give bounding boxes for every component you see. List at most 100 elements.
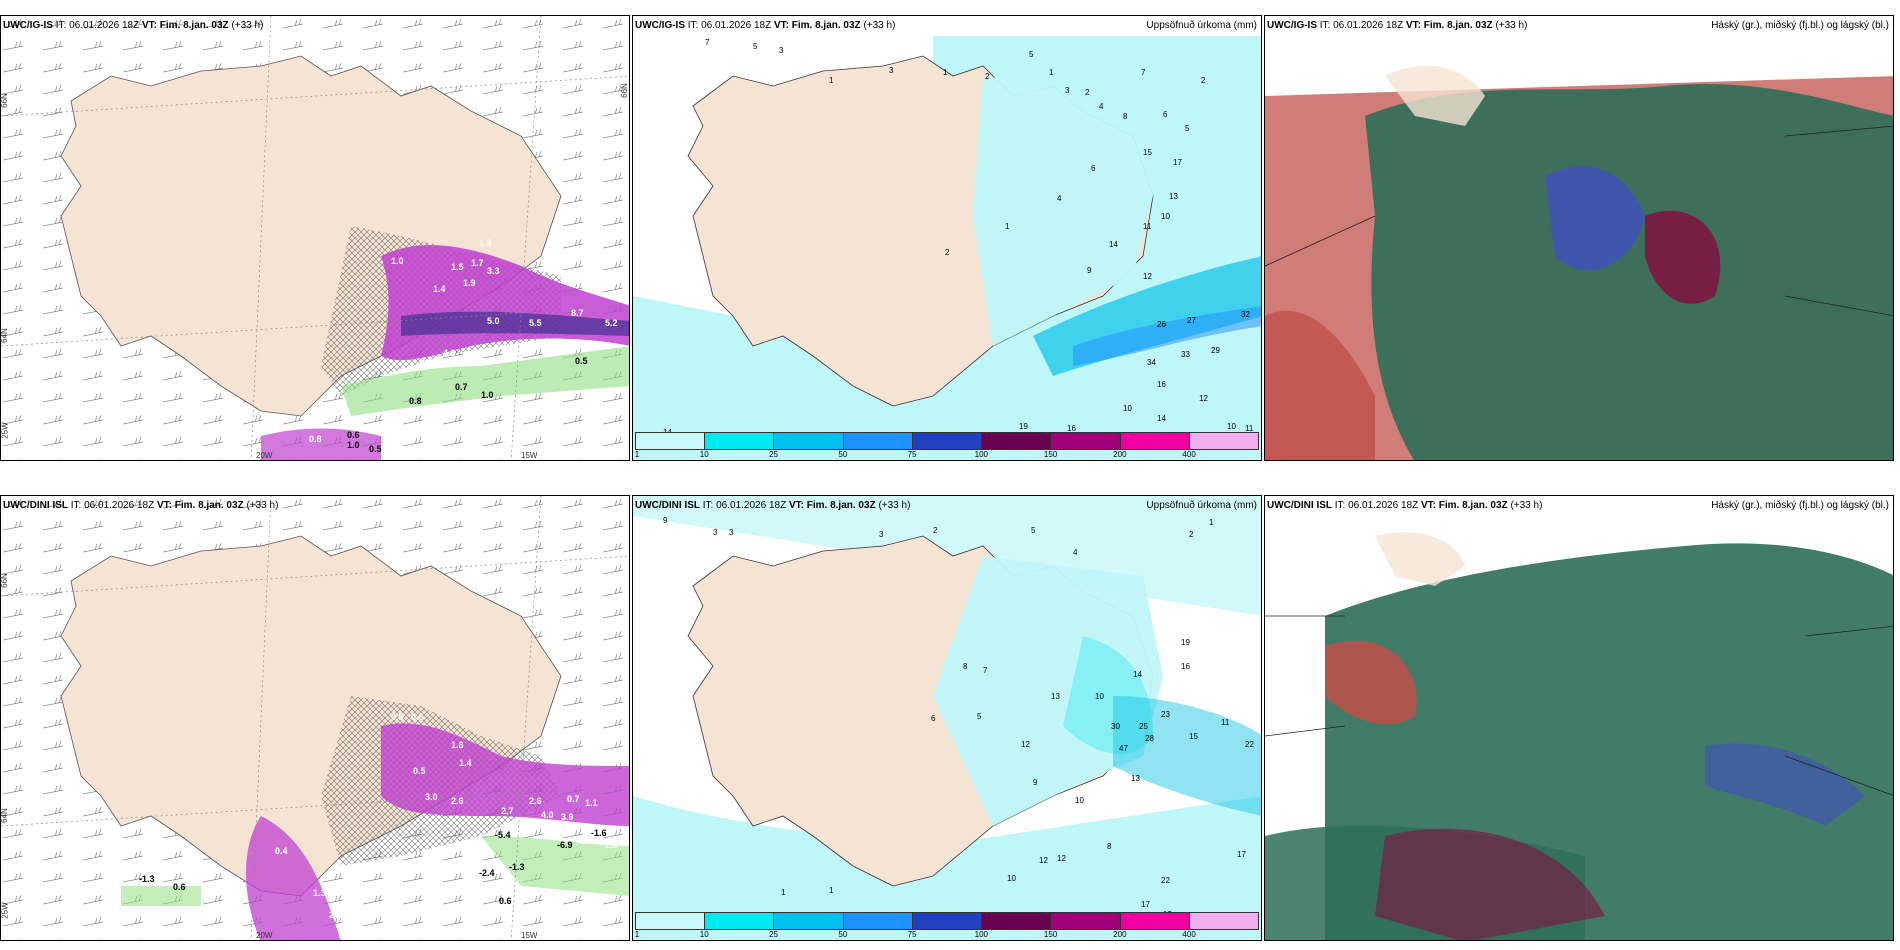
- field-title: Háský (gr.), miðský (fj.bl.) og lágský (…: [1711, 500, 1889, 511]
- precip-number: 19: [1019, 422, 1028, 431]
- wind-value: 2.6: [529, 796, 542, 806]
- precip-number: 22: [1245, 740, 1254, 749]
- colorbar-swatch: [1120, 913, 1190, 929]
- wind-value: 0.8: [409, 396, 422, 406]
- precip-number: 29: [1211, 346, 1220, 355]
- precip-number: 14: [1157, 414, 1166, 423]
- wind-value: 4.0: [443, 348, 456, 358]
- precip-number: 1: [943, 68, 948, 77]
- precip-number: 5: [977, 712, 982, 721]
- wind-value: 0.6: [499, 896, 512, 906]
- precip-number: 14: [1133, 670, 1142, 679]
- precip-number: 30: [1111, 722, 1120, 731]
- precip-number: 2: [1189, 530, 1194, 539]
- wind-value: -6.9: [557, 840, 573, 850]
- precip-number: 9: [1033, 778, 1038, 787]
- wind-value: 2.6: [451, 796, 464, 806]
- lat-label: 25W: [0, 422, 10, 439]
- precip-number: 10: [1095, 692, 1104, 701]
- wind-value: -5.4: [495, 830, 511, 840]
- colorbar-swatches: [635, 432, 1259, 450]
- precip-number: 2: [933, 526, 938, 535]
- panel-ig-precip: UWC/IG-IS IT: 06.01.2026 18Z VT: Fim. 8.…: [632, 15, 1262, 461]
- precip-number: 17: [1173, 158, 1182, 167]
- precip-number: 17: [1237, 850, 1246, 859]
- colorbar-swatch: [705, 433, 775, 449]
- precip-number: 2: [985, 72, 990, 81]
- precip-colorbar: 1 10 25 50 75 100 150 200 400: [634, 432, 1259, 459]
- colorbar-swatch: [912, 913, 983, 929]
- wind-value: 1.3: [313, 888, 326, 898]
- wind-value: 1.9: [463, 278, 476, 288]
- precip-number: 1: [1049, 68, 1054, 77]
- colorbar-swatch: [843, 433, 913, 449]
- precip-number: 16: [1067, 424, 1076, 433]
- precip-number: 12: [1057, 854, 1066, 863]
- wind-value: 1.0: [481, 390, 494, 400]
- panel-ig-wind: UWC/IG-IS IT: 06.01.2026 18Z VT: Fim. 8.…: [0, 15, 630, 461]
- precip-number: 13: [1131, 774, 1140, 783]
- precip-number: 1: [1005, 222, 1010, 231]
- colorbar-label: 75: [907, 450, 917, 459]
- wind-value: -2.4: [479, 868, 495, 878]
- precip-number: 12: [1143, 272, 1152, 281]
- lat-label: 64N: [0, 808, 9, 823]
- precip-number: 10: [1227, 422, 1236, 431]
- precip-number: 12: [1199, 394, 1208, 403]
- colorbar-swatch: [982, 433, 1052, 449]
- lat-label: 25W: [0, 902, 10, 919]
- colorbar-label: 10: [699, 450, 709, 459]
- precip-number: 25: [1139, 722, 1148, 731]
- precip-number: 1: [781, 888, 786, 897]
- colorbar-label: 25: [769, 450, 778, 459]
- wind-value: -1.3: [139, 874, 155, 884]
- precip-number: 11: [1221, 718, 1230, 727]
- precip-number: 4: [1073, 548, 1078, 557]
- colorbar-swatch: [1189, 913, 1258, 929]
- wind-value: 1.7: [421, 358, 434, 368]
- colorbar-labels: 1 10 25 50 75 100 150 200 400: [635, 930, 1259, 940]
- colorbar-swatch: [982, 913, 1052, 929]
- wind-value: 5.5: [529, 318, 542, 328]
- precip-number: 16: [1157, 380, 1166, 389]
- colorbar-label: 10: [699, 930, 709, 939]
- precip-number: 10: [1161, 212, 1170, 221]
- colorbar-label: 50: [838, 930, 848, 939]
- precip-number: 15: [1189, 732, 1198, 741]
- field-title: Uppsöfnuð úrkoma (mm): [1146, 500, 1257, 511]
- wind-value: 2.0: [481, 348, 494, 358]
- precip-number: 34: [1147, 358, 1156, 367]
- wind-value: 0.6: [173, 882, 186, 892]
- lon-label: 15W: [521, 451, 538, 460]
- wind-value: 5.0: [487, 316, 500, 326]
- precip-number: 1: [829, 886, 834, 895]
- precip-number: 8: [1107, 842, 1112, 851]
- wind-value: 0.7: [455, 382, 468, 392]
- field-title: Uppsöfnuð úrkoma (mm): [1146, 20, 1257, 31]
- precip-number: 3: [1065, 86, 1070, 95]
- colorbar-label: 75: [907, 930, 917, 939]
- precip-number: 1: [829, 76, 834, 85]
- precip-number: 5: [753, 42, 758, 51]
- precip-number: 7: [983, 666, 988, 675]
- precip-number: 23: [1161, 710, 1170, 719]
- wind-value: -1.6: [591, 828, 607, 838]
- panel-title: UWC/DINI ISL IT: 06.01.2026 18Z VT: Fim.…: [3, 500, 279, 511]
- lat-label: 66N: [619, 83, 629, 98]
- precip-number: 19: [1181, 638, 1190, 647]
- field-title: Háský (gr.), miðský (fj.bl.) og lágský (…: [1711, 20, 1889, 31]
- precip-number: 16: [1181, 662, 1190, 671]
- panel-dini-precip: UWC/DINI ISL IT: 06.01.2026 18Z VT: Fim.…: [632, 495, 1262, 941]
- precip-number: 12: [1039, 856, 1048, 865]
- wind-value: 0.5: [413, 766, 426, 776]
- precip-number: 5: [1031, 526, 1036, 535]
- colorbar-label: 1: [634, 450, 640, 459]
- colorbar-label: 150: [1043, 450, 1058, 459]
- colorbar-swatch: [774, 913, 844, 929]
- precip-number: 1: [1209, 518, 1214, 527]
- lon-label: 15W: [521, 931, 538, 940]
- wind-value: 0.6: [347, 430, 360, 440]
- wind-value: 0.5: [391, 712, 404, 722]
- wind-value: 8.7: [571, 308, 584, 318]
- wind-value: 3.9: [561, 812, 574, 822]
